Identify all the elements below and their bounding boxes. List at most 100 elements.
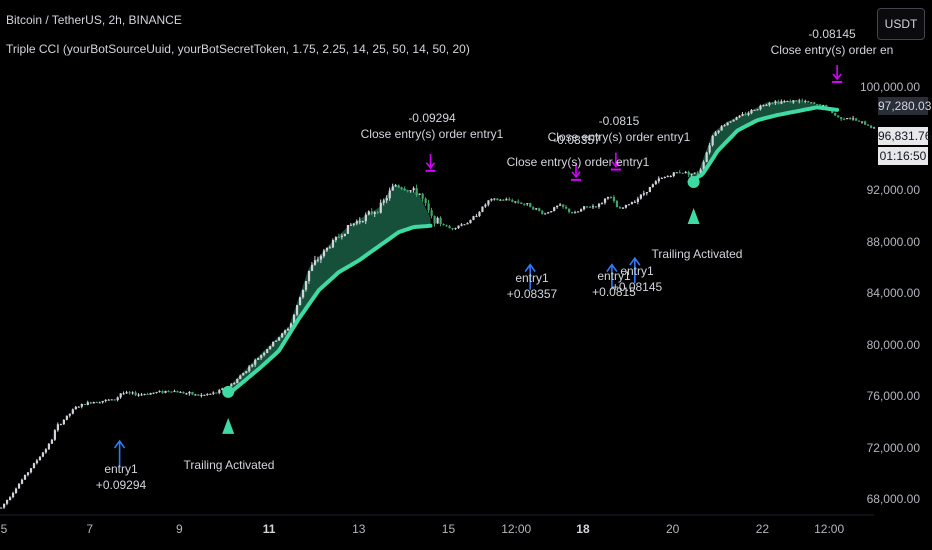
candle-body bbox=[382, 200, 385, 203]
candle-body bbox=[810, 102, 813, 104]
candle-body bbox=[439, 217, 442, 225]
candle-body bbox=[858, 120, 861, 122]
candle-body bbox=[50, 439, 54, 444]
candle-body bbox=[370, 211, 373, 214]
candle-body bbox=[2, 503, 6, 508]
candle-body bbox=[556, 205, 559, 208]
candle-body bbox=[340, 235, 344, 238]
price-tick-label: 100,000.00 bbox=[859, 80, 920, 94]
candle-body bbox=[358, 221, 361, 223]
candle-body bbox=[116, 397, 119, 401]
candle-body bbox=[861, 121, 864, 123]
candle-body bbox=[756, 109, 759, 111]
candle-body bbox=[418, 193, 421, 195]
candle-body bbox=[795, 100, 798, 102]
candle-body bbox=[834, 112, 837, 116]
candle-body bbox=[606, 197, 610, 199]
candle-body bbox=[615, 201, 619, 208]
candle-body bbox=[74, 406, 77, 410]
candle-body bbox=[852, 118, 855, 120]
time-tick-label: 12:00 bbox=[501, 522, 532, 536]
candle-body bbox=[454, 228, 457, 230]
candle-body bbox=[651, 184, 654, 188]
candle-body bbox=[83, 403, 86, 406]
candle-body bbox=[158, 391, 161, 393]
candle-body bbox=[290, 323, 293, 329]
candle-body bbox=[343, 233, 347, 236]
candle-body bbox=[765, 104, 768, 106]
candle-body bbox=[307, 270, 311, 282]
candles bbox=[0, 98, 876, 509]
time-tick-label: 5 bbox=[0, 522, 8, 536]
candle-body bbox=[62, 419, 65, 425]
candle-body bbox=[663, 176, 666, 178]
indicator-title[interactable]: Triple CCI (yourBotSourceUuid, yourBotSe… bbox=[6, 42, 470, 56]
candle-body bbox=[8, 497, 12, 501]
annotation-text: +0.08357 bbox=[506, 287, 558, 301]
trailing-line bbox=[229, 105, 840, 394]
close-arrow-head bbox=[832, 73, 842, 81]
annotation-text: entry1 bbox=[515, 271, 549, 285]
candle-body bbox=[675, 172, 678, 174]
currency-selector-button[interactable]: USDT bbox=[877, 8, 925, 40]
candle-body bbox=[621, 207, 625, 209]
candle-body bbox=[669, 176, 672, 178]
candle-body bbox=[517, 201, 520, 203]
candle-body bbox=[502, 199, 505, 201]
candle-body bbox=[520, 202, 523, 204]
candle-body bbox=[624, 204, 628, 208]
annotation-text: +0.0815 bbox=[592, 285, 636, 299]
candle-body bbox=[316, 259, 320, 261]
candle-body bbox=[577, 211, 580, 213]
candle-body bbox=[591, 206, 595, 208]
candle-body bbox=[762, 105, 765, 107]
candle-body bbox=[248, 366, 251, 372]
candle-body bbox=[239, 375, 242, 380]
candle-body bbox=[119, 393, 122, 398]
candle-body bbox=[708, 145, 711, 153]
candle-body bbox=[185, 393, 188, 395]
close-annotation-1: -0.09294 Close entry(s) order entry1 bbox=[361, 110, 504, 142]
time-tick-label: 11 bbox=[262, 522, 276, 536]
time-tick-label: 13 bbox=[352, 522, 366, 536]
candle-body bbox=[582, 206, 586, 210]
candle-body bbox=[361, 221, 364, 223]
candle-body bbox=[609, 197, 613, 199]
candle-body bbox=[493, 198, 496, 200]
annotation-text: +0.08145 bbox=[611, 280, 663, 294]
candle-body bbox=[400, 187, 403, 189]
close-arrow-head bbox=[611, 161, 621, 168]
candle-body bbox=[747, 113, 750, 115]
candle-body bbox=[32, 463, 36, 469]
candle-body bbox=[639, 194, 643, 199]
candle-body bbox=[68, 413, 71, 416]
candle-body bbox=[284, 330, 287, 334]
candle-body bbox=[738, 115, 741, 118]
candle-body bbox=[600, 202, 604, 204]
candle-body bbox=[574, 212, 577, 214]
candle-body bbox=[484, 204, 487, 207]
candle-body bbox=[77, 406, 80, 408]
candle-body bbox=[242, 373, 245, 376]
close-annotation-3: -0.0815 Close entry(s) order entry1 bbox=[548, 113, 691, 145]
candle-body bbox=[505, 199, 508, 201]
candle-body bbox=[287, 328, 290, 331]
candle-body bbox=[873, 127, 876, 129]
candle-body bbox=[319, 256, 323, 260]
candle-body bbox=[693, 172, 696, 174]
candle-body bbox=[753, 109, 756, 111]
candle-body bbox=[424, 198, 427, 204]
candle-body bbox=[397, 185, 400, 188]
candle-body bbox=[430, 210, 433, 216]
entry-annotation-2: entry1 +0.08357 bbox=[507, 270, 557, 302]
candle-body bbox=[149, 393, 152, 395]
candle-body bbox=[642, 193, 645, 195]
candle-body bbox=[585, 206, 589, 208]
annotation-text: +0.09294 bbox=[95, 478, 147, 492]
candle-body bbox=[89, 402, 92, 404]
close-annotation-2-amount: -0.08357 bbox=[553, 133, 601, 147]
candle-body bbox=[328, 247, 332, 249]
candle-body bbox=[56, 424, 60, 431]
trade-markers bbox=[113, 65, 843, 467]
